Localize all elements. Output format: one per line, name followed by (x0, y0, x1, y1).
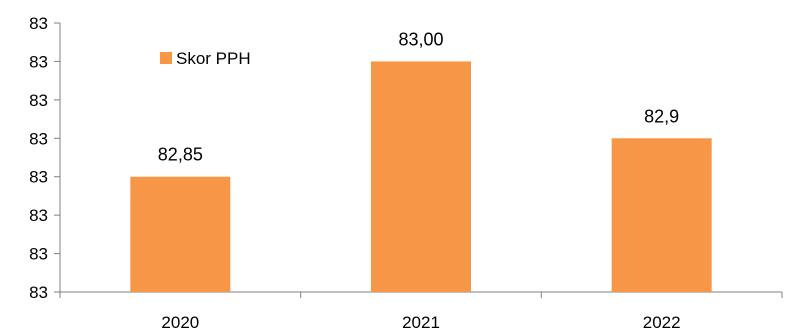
legend: Skor PPH (160, 49, 251, 68)
legend-label-skor-pph: Skor PPH (176, 49, 251, 68)
x-axis: 2020 2021 2022 (59, 291, 783, 332)
bar-series (130, 61, 712, 292)
bar-2022 (611, 138, 712, 292)
y-tick-label: 83 (29, 14, 48, 33)
y-tick-label: 83 (29, 91, 48, 110)
x-tick-label: 2020 (161, 313, 199, 332)
y-tick-label: 83 (29, 129, 48, 148)
data-labels: 82,85 83,00 82,9 (158, 29, 679, 164)
y-tick-label: 83 (29, 168, 48, 187)
data-label-2022: 82,9 (644, 106, 679, 126)
x-tick-label: 2022 (643, 313, 681, 332)
y-tick-label: 83 (29, 283, 48, 302)
bar-2020 (130, 176, 231, 292)
legend-swatch-skor-pph (160, 52, 172, 64)
x-tick-label: 2021 (402, 313, 440, 332)
data-label-2021: 83,00 (398, 29, 443, 49)
y-tick-label: 83 (29, 52, 48, 71)
y-tick-label: 83 (29, 245, 48, 264)
y-axis: 83 83 83 83 83 83 83 83 (29, 14, 61, 302)
data-label-2020: 82,85 (158, 145, 203, 165)
bar-2021 (371, 61, 471, 292)
y-tick-label: 83 (29, 206, 48, 225)
